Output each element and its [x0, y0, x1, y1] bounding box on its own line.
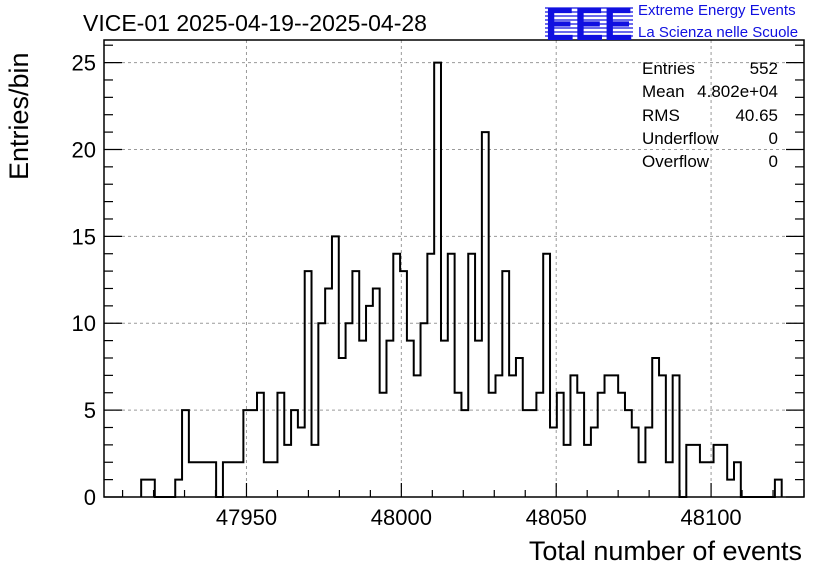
stat-label-underflow: Underflow	[642, 129, 719, 148]
org-name: Extreme Energy Events	[638, 2, 796, 19]
x-tick-label: 48000	[371, 505, 432, 530]
x-tick-label: 48050	[526, 505, 587, 530]
tick-labels: 47950 48000 48050 48100 0 5 10 15 20 25	[72, 51, 742, 530]
axis-ticks	[104, 44, 805, 498]
y-axis-label: Entries/bin	[4, 52, 34, 180]
stat-label-rms: RMS	[642, 106, 680, 125]
stat-value-entries: 552	[749, 59, 778, 78]
logo-text: EEE	[545, 0, 633, 44]
org-subtitle: La Scienza nelle Scuole	[638, 24, 799, 41]
stat-value-rms: 40.65	[735, 106, 778, 125]
stat-label-entries: Entries	[642, 59, 695, 78]
stat-value-underflow: 0	[768, 129, 778, 148]
y-tick-label: 15	[72, 224, 96, 249]
y-tick-label: 0	[84, 485, 96, 510]
chart-title: VICE-01 2025-04-19--2025-04-28	[83, 10, 427, 36]
stat-value-overflow: 0	[768, 152, 778, 171]
y-tick-label: 25	[72, 51, 96, 76]
stat-label-overflow: Overflow	[642, 152, 710, 171]
x-tick-label: 48100	[680, 505, 741, 530]
stat-label-mean: Mean	[642, 82, 685, 101]
y-tick-label: 5	[84, 398, 96, 423]
y-tick-label: 20	[72, 137, 96, 162]
y-tick-label: 10	[72, 311, 96, 336]
x-tick-label: 47950	[216, 505, 277, 530]
histogram-step-line	[140, 61, 783, 498]
x-axis-label: Total number of events	[528, 536, 802, 566]
eee-logo: EEE	[545, 0, 633, 44]
stat-value-mean: 4.802e+04	[697, 82, 778, 101]
plot-frame	[103, 39, 805, 498]
